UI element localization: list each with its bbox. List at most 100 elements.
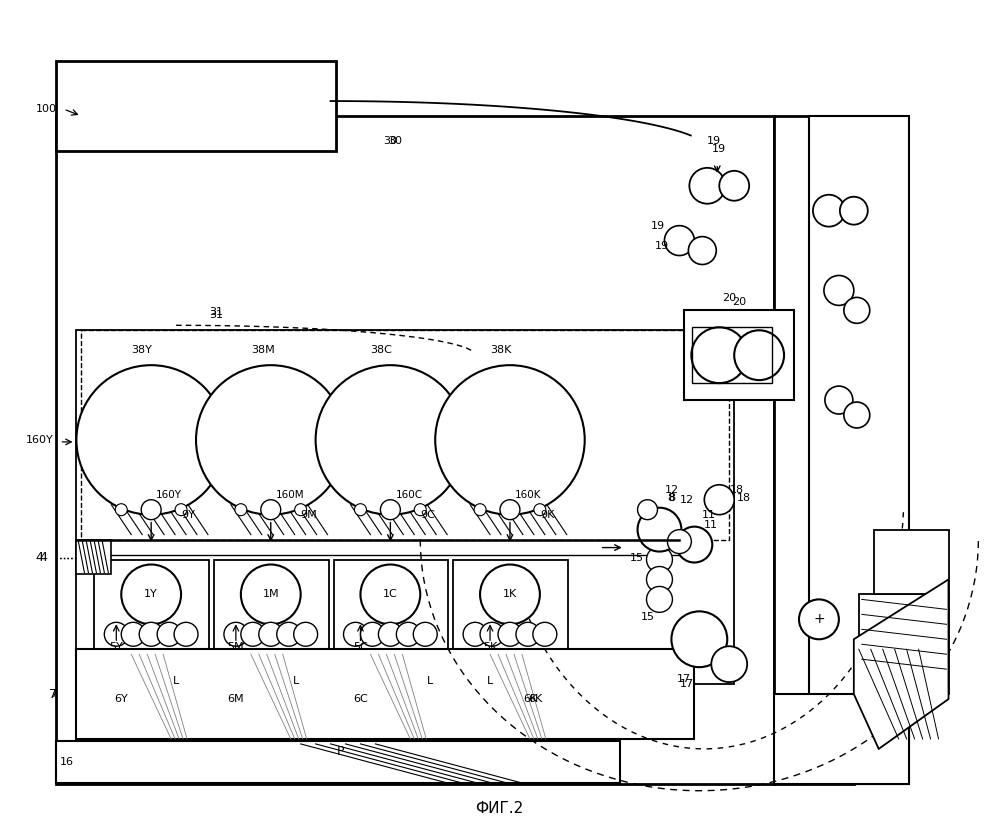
Circle shape (104, 622, 128, 646)
Circle shape (689, 168, 725, 204)
Circle shape (141, 499, 161, 519)
Text: 15: 15 (629, 553, 643, 563)
Bar (774, 116, 854, 784)
Circle shape (676, 527, 712, 563)
Text: 38C: 38C (371, 345, 393, 355)
Text: 9K: 9K (539, 509, 554, 519)
Circle shape (235, 504, 247, 516)
Text: L: L (173, 676, 179, 686)
Bar (684, 311, 794, 400)
Text: 1C: 1C (383, 590, 398, 600)
Circle shape (121, 564, 181, 625)
Text: 8: 8 (668, 493, 675, 503)
Circle shape (361, 564, 421, 625)
Text: 5M: 5M (228, 642, 244, 652)
Circle shape (381, 499, 401, 519)
Text: 1Y: 1Y (144, 590, 158, 600)
Text: 100: 100 (36, 104, 57, 114)
Circle shape (671, 611, 727, 667)
Circle shape (76, 365, 226, 514)
Circle shape (481, 564, 539, 625)
Text: L: L (293, 676, 299, 686)
Bar (809, 116, 909, 784)
Text: L: L (428, 676, 434, 686)
Text: 8: 8 (667, 493, 674, 503)
Circle shape (646, 586, 672, 612)
Circle shape (241, 622, 265, 646)
Circle shape (711, 646, 747, 682)
Text: 17: 17 (680, 679, 694, 689)
Circle shape (533, 504, 545, 516)
Circle shape (840, 197, 868, 225)
Text: 20: 20 (722, 293, 736, 303)
Circle shape (294, 622, 318, 646)
Bar (334, 559, 449, 650)
Circle shape (157, 622, 181, 646)
Text: L: L (487, 676, 494, 686)
Bar (859, 595, 948, 694)
Text: 160K: 160K (514, 490, 541, 499)
Circle shape (646, 547, 672, 573)
Text: 20: 20 (732, 297, 746, 307)
Circle shape (464, 622, 488, 646)
Bar (76, 539, 111, 574)
Circle shape (844, 297, 870, 323)
Circle shape (824, 276, 854, 306)
Text: 18: 18 (730, 485, 744, 495)
Text: 160M: 160M (276, 490, 305, 499)
Text: 19: 19 (650, 220, 664, 230)
Text: 6K: 6K (527, 694, 542, 704)
Bar (774, 694, 909, 784)
Text: 15: 15 (640, 612, 654, 622)
Circle shape (664, 225, 694, 256)
Circle shape (813, 195, 845, 226)
Text: 11: 11 (702, 509, 716, 519)
Circle shape (379, 622, 403, 646)
Circle shape (500, 499, 519, 519)
Circle shape (115, 504, 127, 516)
Circle shape (224, 622, 248, 646)
Text: 4: 4 (36, 551, 44, 564)
Bar (94, 559, 209, 650)
Text: 7: 7 (50, 687, 58, 701)
Text: 19: 19 (654, 240, 668, 250)
Circle shape (139, 622, 163, 646)
Text: 5K: 5K (483, 642, 498, 652)
Circle shape (481, 622, 503, 646)
Text: 1K: 1K (502, 590, 517, 600)
Text: 18: 18 (737, 493, 751, 503)
Circle shape (174, 622, 198, 646)
Text: 30: 30 (384, 136, 398, 146)
Text: 6M: 6M (228, 694, 244, 704)
Circle shape (799, 600, 839, 640)
Text: 38M: 38M (251, 345, 275, 355)
Circle shape (259, 622, 283, 646)
Bar (692, 327, 772, 383)
Circle shape (825, 386, 853, 414)
Bar (454, 559, 567, 650)
Text: +: + (813, 612, 825, 626)
Text: 5Y: 5Y (110, 642, 123, 652)
Circle shape (361, 622, 385, 646)
Text: 160Y: 160Y (26, 435, 54, 445)
Text: 6C: 6C (353, 694, 368, 704)
Text: 5C: 5C (353, 642, 368, 652)
Text: 31: 31 (209, 311, 223, 321)
Circle shape (719, 171, 749, 200)
Text: 9Y: 9Y (181, 509, 195, 519)
Text: 12: 12 (679, 494, 693, 504)
Bar (57, 116, 774, 784)
Circle shape (844, 402, 870, 428)
Bar (76, 331, 734, 684)
Circle shape (196, 365, 346, 514)
Text: 16: 16 (60, 757, 74, 767)
Circle shape (646, 566, 672, 592)
Text: 160C: 160C (396, 490, 423, 499)
Circle shape (667, 529, 691, 554)
Bar (874, 529, 948, 595)
Text: 38K: 38K (491, 345, 511, 355)
Circle shape (515, 622, 539, 646)
Circle shape (637, 508, 681, 552)
Text: 6Y: 6Y (115, 694, 128, 704)
Circle shape (475, 504, 487, 516)
